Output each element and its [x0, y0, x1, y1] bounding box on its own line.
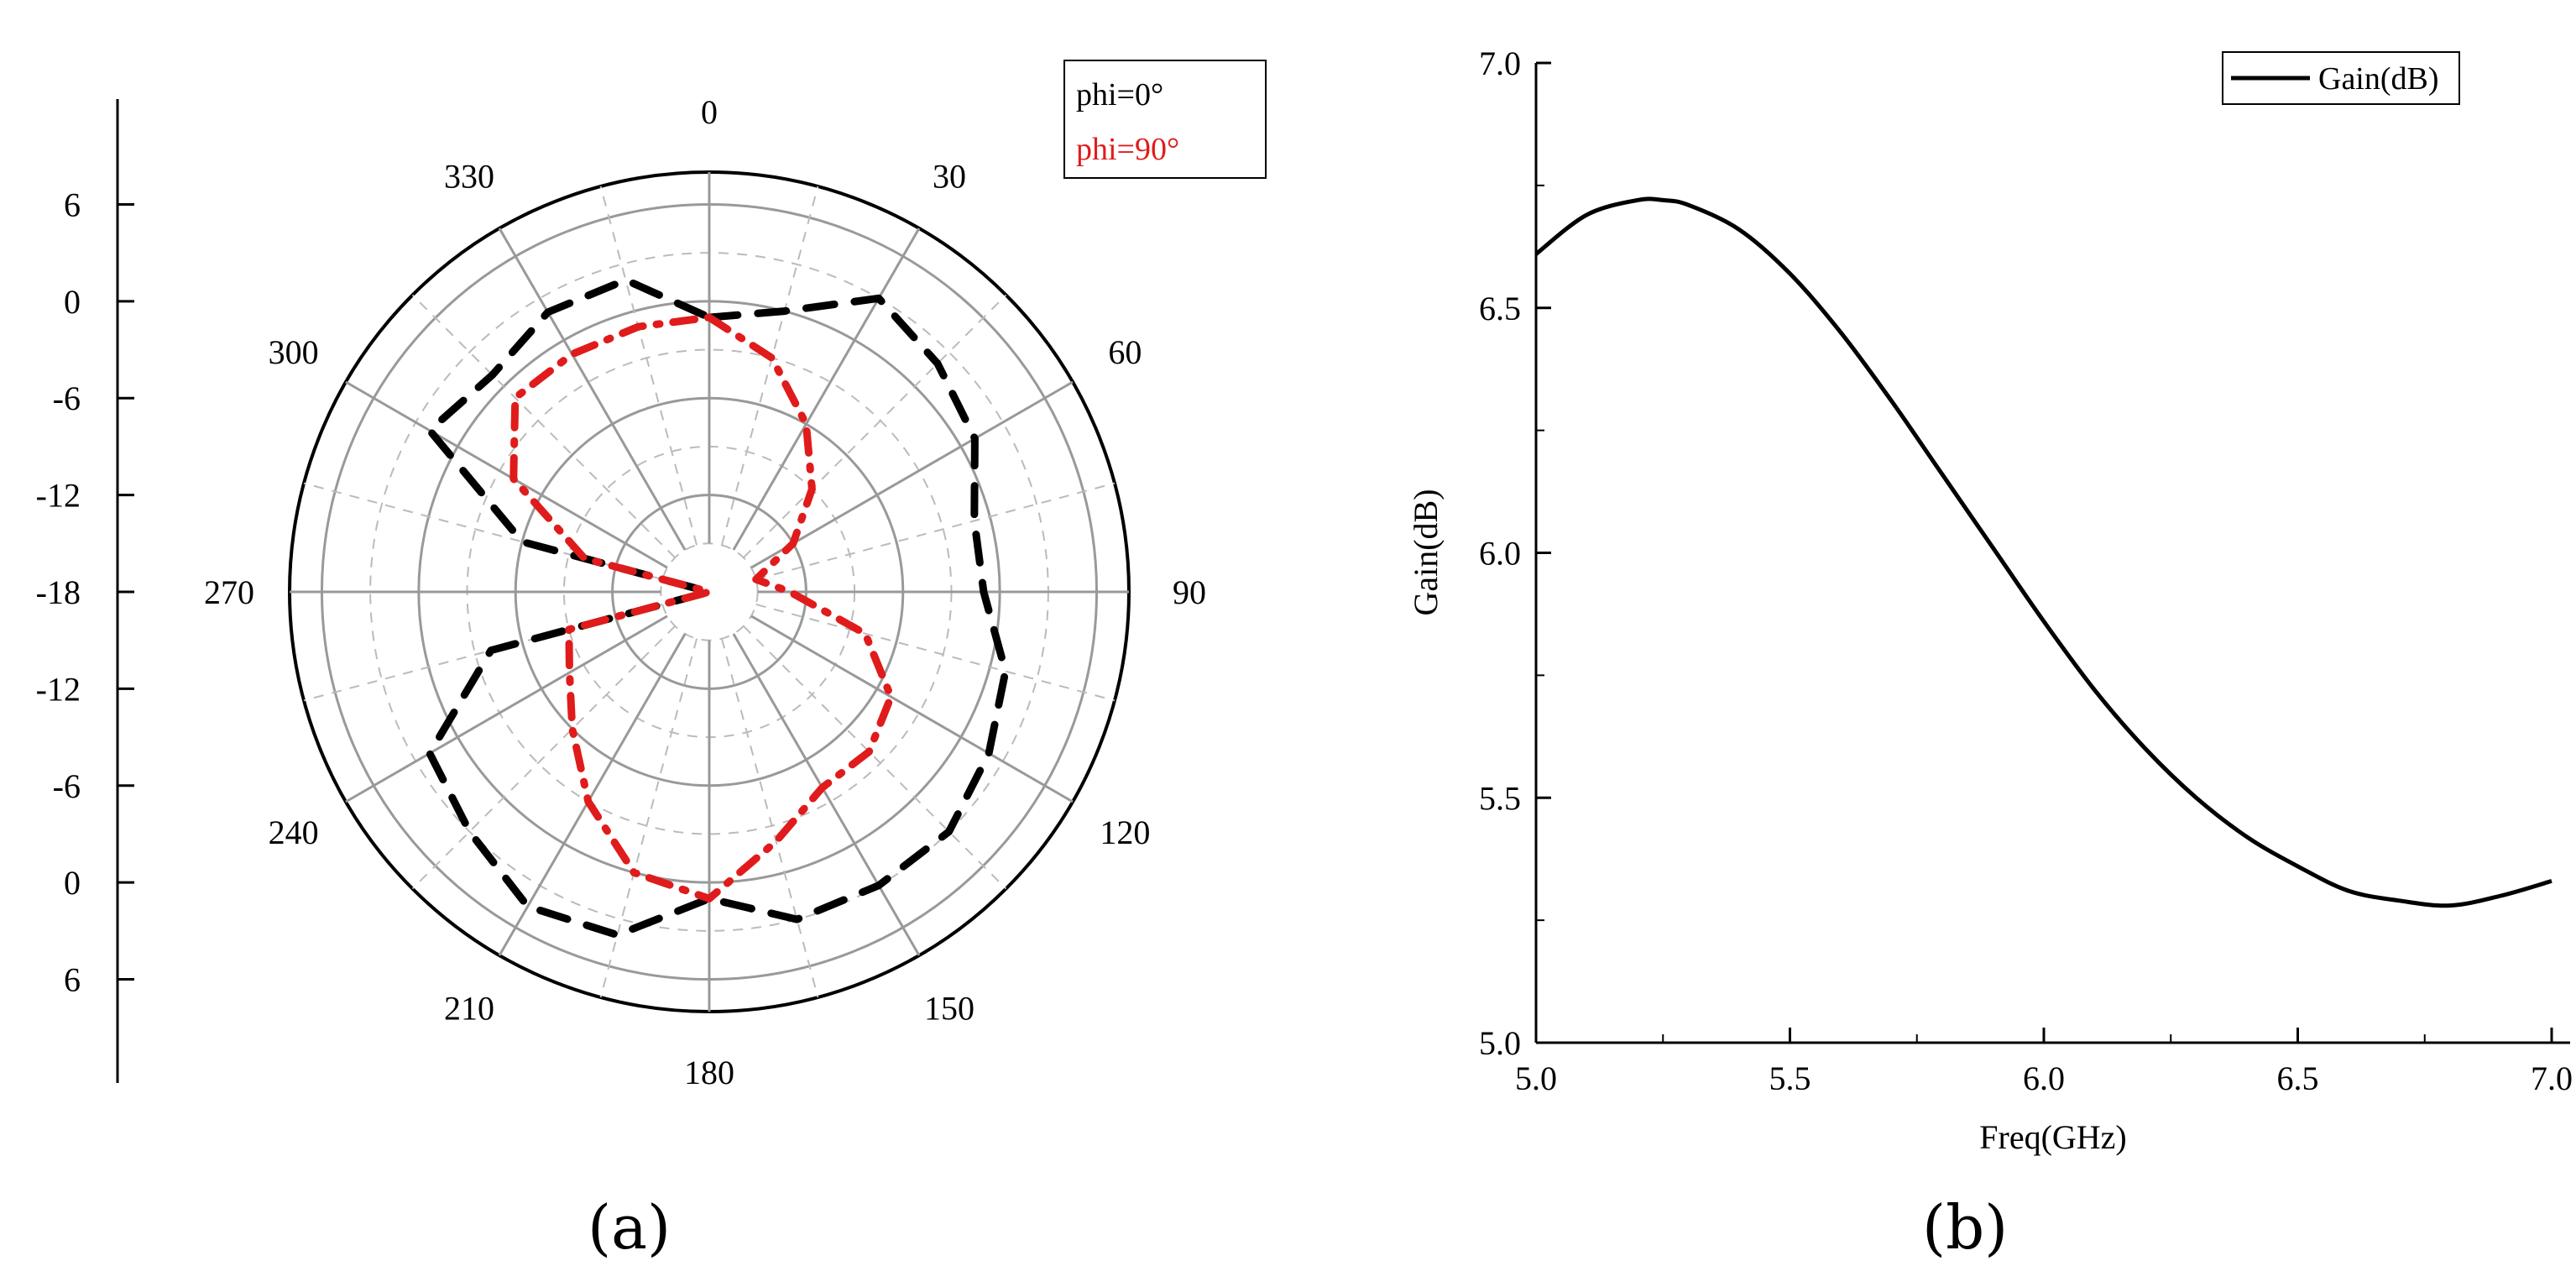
y-tick-label: 6.5	[1479, 290, 1521, 327]
polar-grid-spoke	[345, 615, 668, 803]
polar-grid-spoke-minor	[411, 294, 676, 558]
x-tick-label: 7.0	[2531, 1059, 2573, 1097]
gain-series-line	[1534, 196, 2552, 908]
radial-tick-label: 0	[64, 283, 81, 321]
legend-label-phi0: phi=0°	[1076, 77, 1163, 112]
x-tick-label: 5.5	[1769, 1059, 1811, 1097]
polar-grid-spoke	[750, 615, 1074, 803]
y-tick-label: 5.0	[1479, 1024, 1521, 1062]
polar-chart: 60-6-12-18-12-606 0306090120150180210240…	[36, 60, 1267, 1091]
legend-label-phi90: phi=90°	[1076, 132, 1179, 167]
angular-tick-label: 270	[204, 573, 254, 611]
polar-grid-spoke-minor	[743, 625, 1007, 890]
polar-grid-spoke-minor	[755, 603, 1116, 702]
angular-tick-label: 210	[444, 989, 494, 1027]
polar-grid-spoke	[732, 228, 921, 551]
angular-tick-label: 300	[269, 333, 319, 371]
x-axis-label: Freq(GHz)	[1979, 1118, 2127, 1156]
radial-tick-label: -12	[36, 670, 81, 708]
polar-grid-spoke	[345, 380, 668, 569]
polar-grid-spoke-minor	[720, 638, 819, 998]
radial-tick-label: -6	[53, 767, 81, 805]
y-tick-label: 6.0	[1479, 535, 1521, 573]
radial-tick-label: 0	[64, 864, 81, 902]
caption-b: (b)	[1922, 1192, 2009, 1263]
polar-grid-spoke-minor	[411, 625, 676, 890]
polar-series-group	[426, 276, 1010, 939]
x-tick-label: 6.5	[2277, 1059, 2319, 1097]
polar-grid-spoke	[498, 633, 687, 956]
polar-grid-spoke	[732, 633, 921, 956]
x-tick-label: 6.0	[2023, 1059, 2065, 1097]
polar-grid-spoke	[750, 380, 1074, 569]
y-axis-ticks: 5.0 5.5 6.0 6.5 7.0	[1479, 44, 1551, 1062]
angular-tick-label: 180	[684, 1054, 734, 1091]
x-tick-label: 5.0	[1515, 1059, 1557, 1097]
polar-series-phi0	[426, 276, 1010, 939]
angular-tick-labels: 0 30 60 90 120 150 180 210 240 270 300 330	[204, 93, 1206, 1091]
polar-grid-spoke-minor	[720, 186, 819, 546]
y-tick-label: 5.5	[1479, 779, 1521, 817]
radial-axis-ticks: 6 0 -6 -12 -18 -12 -6 0 6	[36, 186, 134, 999]
polar-legend-box	[1063, 60, 1267, 179]
polar-legend: phi=0° phi=90°	[1063, 60, 1267, 179]
angular-tick-label: 0	[701, 93, 718, 131]
polar-grid	[288, 170, 1131, 1013]
angular-tick-label: 240	[269, 814, 319, 851]
legend-label-gain: Gain(dB)	[2318, 61, 2439, 97]
radial-tick-label: 6	[64, 961, 81, 999]
polar-grid-spoke	[498, 228, 687, 551]
radial-tick-label: -6	[53, 379, 81, 417]
polar-grid-spoke-minor	[755, 482, 1116, 581]
radial-tick-label: 6	[64, 186, 81, 223]
polar-series-phi90	[509, 313, 895, 902]
y-axis-label: Gain(dB)	[1407, 489, 1445, 615]
angular-tick-label: 330	[444, 158, 494, 196]
radial-tick-label: -12	[36, 477, 81, 515]
polar-grid-spoke-minor	[599, 638, 698, 998]
gain-legend: Gain(dB)	[2222, 51, 2460, 105]
caption-a: (a)	[588, 1192, 671, 1263]
x-axis-ticks: 5.0 5.5 6.0 6.5 7.0	[1515, 1028, 2573, 1097]
angular-tick-label: 150	[924, 989, 974, 1027]
radial-tick-label: -18	[36, 573, 81, 611]
angular-tick-label: 30	[933, 158, 966, 196]
polar-grid-spoke-minor	[743, 294, 1007, 558]
y-tick-label: 7.0	[1479, 44, 1521, 82]
angular-tick-label: 60	[1108, 333, 1142, 371]
angular-tick-label: 90	[1173, 573, 1206, 611]
gain-line-chart: 5.0 5.5 6.0 6.5 7.0 5.0 5.5 6.0 6.5 7.0 Freq(GHz…	[1407, 44, 2573, 1156]
polar-grid-spoke-minor	[599, 186, 698, 546]
angular-tick-label: 120	[1100, 814, 1150, 851]
